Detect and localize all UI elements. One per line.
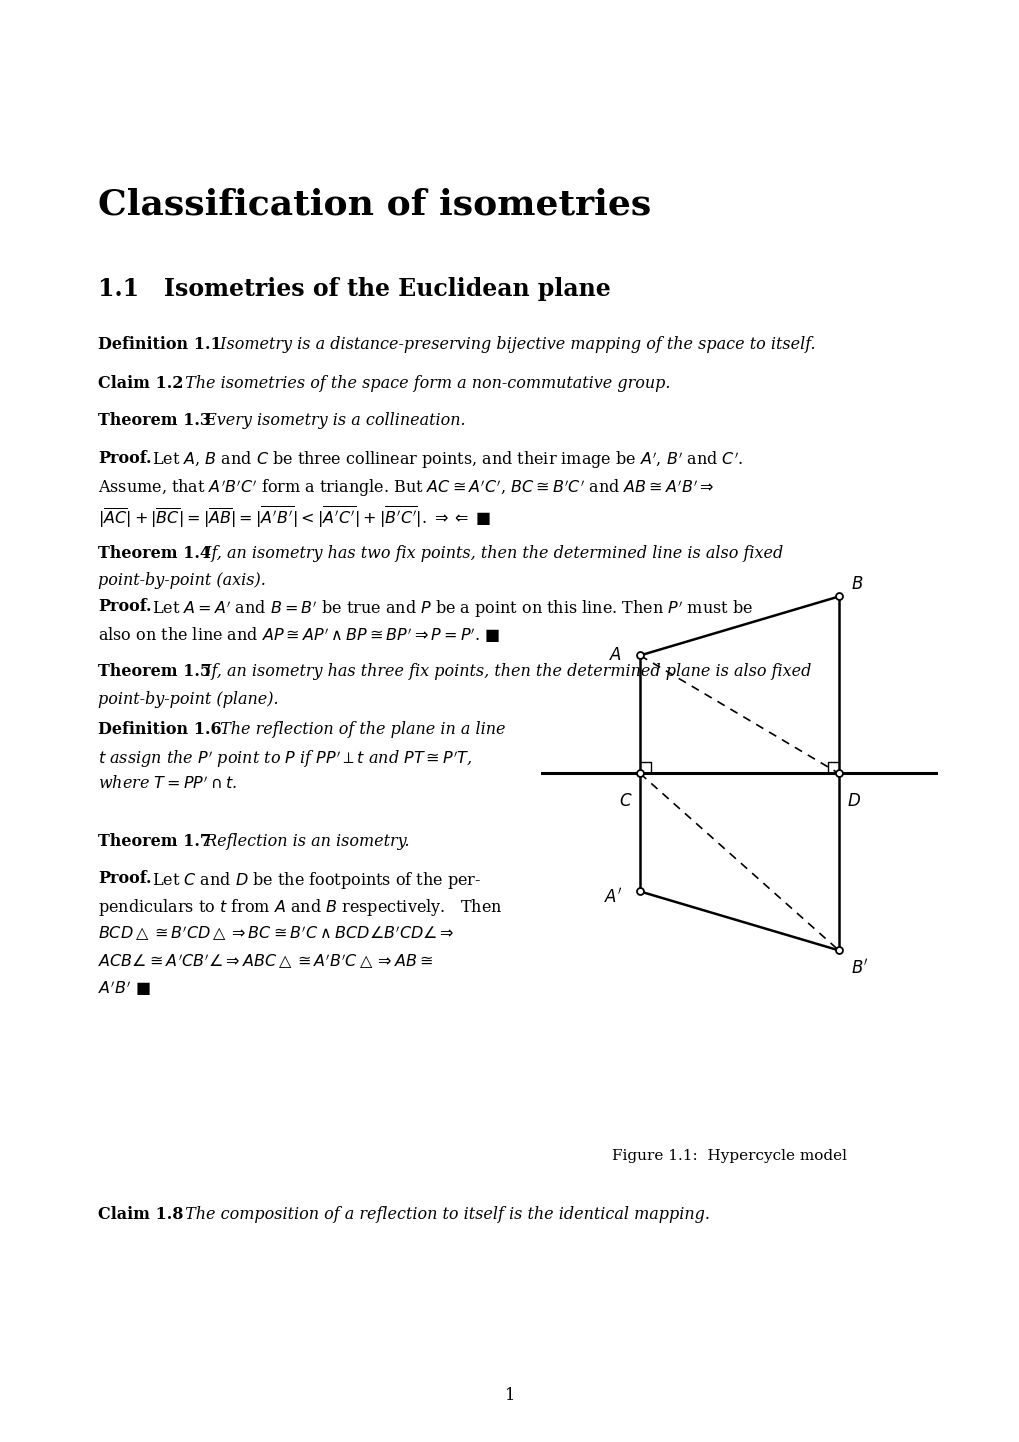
Text: pendiculars to $t$ from $A$ and $B$ respectively.   Then: pendiculars to $t$ from $A$ and $B$ resp… [98,897,501,919]
Text: Definition 1.1: Definition 1.1 [98,336,221,353]
Text: If, an isometry has three fix points, then the determined plane is also fixed: If, an isometry has three fix points, th… [200,663,810,681]
Text: Claim 1.8: Claim 1.8 [98,1206,183,1223]
Text: Theorem 1.7: Theorem 1.7 [98,833,211,851]
Text: Theorem 1.3: Theorem 1.3 [98,412,211,430]
Text: 1: 1 [504,1387,515,1405]
Text: Reflection is an isometry.: Reflection is an isometry. [200,833,410,851]
Text: Let $C$ and $D$ be the footpoints of the per-: Let $C$ and $D$ be the footpoints of the… [147,870,481,891]
Text: Isometry is a distance-preserving bijective mapping of the space to itself.: Isometry is a distance-preserving biject… [215,336,815,353]
Text: $B'$: $B'$ [850,959,868,978]
Text: $A'B'$ $\blacksquare$: $A'B'$ $\blacksquare$ [98,979,151,998]
Text: $A$: $A$ [608,647,622,663]
Text: $D$: $D$ [846,793,860,810]
Text: Classification of isometries: Classification of isometries [98,187,650,222]
Text: The isometries of the space form a non-commutative group.: The isometries of the space form a non-c… [179,375,669,392]
Text: point-by-point (axis).: point-by-point (axis). [98,572,266,590]
Text: Every isometry is a collineation.: Every isometry is a collineation. [200,412,465,430]
Text: Definition 1.6: Definition 1.6 [98,721,221,738]
Text: $t$ assign the $P'$ point to $P$ if $PP'\perp t$ and $PT \cong P'T$,: $t$ assign the $P'$ point to $P$ if $PP'… [98,748,472,770]
Text: $C$: $C$ [618,793,632,810]
Text: $|\overline{AC}| + |\overline{BC}| = |\overline{AB}| = |\overline{A'B'}| < |\ove: $|\overline{AC}| + |\overline{BC}| = |\o… [98,505,491,531]
Text: also on the line and $AP \cong AP' \wedge BP \cong BP' \Rightarrow P = P'$. $\bl: also on the line and $AP \cong AP' \wedg… [98,626,499,645]
Text: point-by-point (plane).: point-by-point (plane). [98,691,278,708]
Text: $BCD\triangle \cong B'CD\triangle \Rightarrow BC \cong B'C\wedge BCD\angle B'CD\: $BCD\triangle \cong B'CD\triangle \Right… [98,924,454,943]
Text: 1.1   Isometries of the Euclidean plane: 1.1 Isometries of the Euclidean plane [98,277,610,301]
Text: Let $A$, $B$ and $C$ be three collinear points, and their image be $A'$, $B'$ an: Let $A$, $B$ and $C$ be three collinear … [147,450,743,472]
Text: where $T = PP' \cap t$.: where $T = PP' \cap t$. [98,776,236,793]
Text: If, an isometry has two fix points, then the determined line is also fixed: If, an isometry has two fix points, then… [200,545,783,562]
Text: Figure 1.1:  Hypercycle model: Figure 1.1: Hypercycle model [611,1149,846,1164]
Text: Let $A = A'$ and $B = B'$ be true and $P$ be a point on this line. Then $P'$ mus: Let $A = A'$ and $B = B'$ be true and $P… [147,598,752,620]
Text: Proof.: Proof. [98,598,151,616]
Text: Proof.: Proof. [98,870,151,887]
Text: Theorem 1.4: Theorem 1.4 [98,545,211,562]
Text: The reflection of the plane in a line: The reflection of the plane in a line [215,721,505,738]
Text: Proof.: Proof. [98,450,151,467]
Text: Theorem 1.5: Theorem 1.5 [98,663,211,681]
Text: $A'$: $A'$ [603,887,622,907]
Text: $ACB\angle \cong A'CB'\angle \Rightarrow ABC\triangle \cong A'B'C\triangle \Righ: $ACB\angle \cong A'CB'\angle \Rightarrow… [98,952,432,970]
Text: The composition of a reflection to itself is the identical mapping.: The composition of a reflection to itsel… [179,1206,709,1223]
Text: Assume, that $A'B'C'$ form a triangle. But $AC \cong A'C'$, $BC \cong B'C'$ and : Assume, that $A'B'C'$ form a triangle. B… [98,477,713,499]
Text: Claim 1.2: Claim 1.2 [98,375,183,392]
Text: $B$: $B$ [850,575,862,593]
